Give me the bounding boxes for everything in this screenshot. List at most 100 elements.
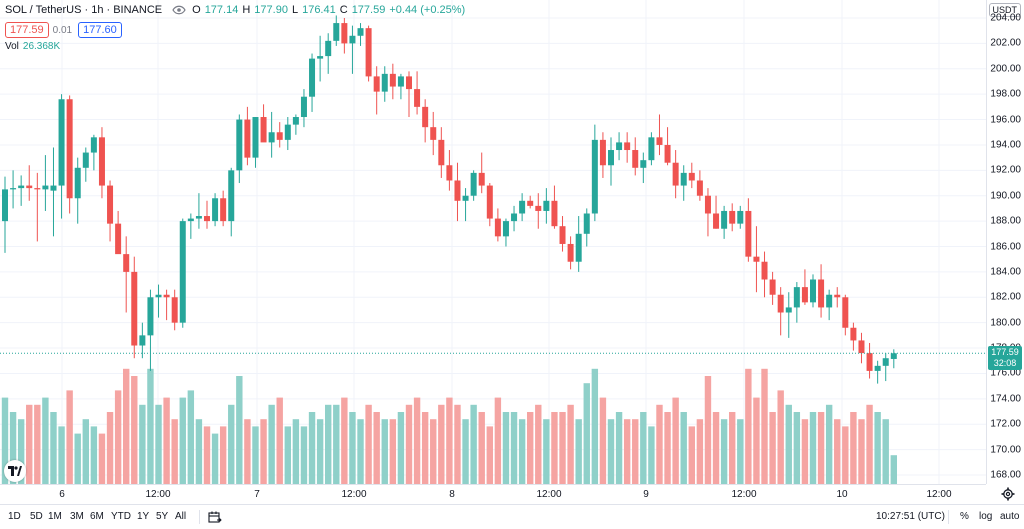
gear-icon[interactable] (1000, 486, 1016, 502)
range-button-1m[interactable]: 1M (48, 511, 62, 522)
candle-body (818, 279, 825, 308)
volume-bar (559, 412, 566, 484)
volume-bar (292, 419, 300, 484)
volume-bar (535, 404, 542, 484)
volume-bar (341, 397, 348, 484)
volume-bar (753, 397, 760, 484)
volume-bar (106, 412, 114, 484)
candle-body (389, 73, 396, 87)
candle-body (90, 137, 97, 153)
volume-bar (615, 412, 623, 484)
candle-body (26, 185, 33, 189)
candle-body (98, 137, 105, 186)
candle-body (123, 254, 130, 272)
log-toggle[interactable]: log (979, 511, 993, 522)
candle-body (171, 297, 178, 323)
candle-body (769, 279, 776, 295)
price-tick-label: 188.00 (990, 215, 1021, 227)
volume-bar (769, 412, 776, 484)
range-button-1d[interactable]: 1D (8, 511, 21, 522)
candle-body (858, 340, 865, 354)
volume-bar (260, 419, 267, 484)
price-tick-label: 190.00 (990, 190, 1021, 202)
price-tick-label: 200.00 (990, 63, 1021, 75)
eye-icon[interactable] (172, 5, 186, 15)
volume-bar (817, 412, 825, 484)
candle-body (543, 200, 550, 211)
utc-clock[interactable]: 10:27:51 (UTC) (876, 511, 945, 522)
price-tick-label: 174.00 (990, 393, 1021, 405)
candle-body (115, 223, 122, 255)
toolbar-divider (948, 510, 949, 524)
range-button-1y[interactable]: 1Y (137, 511, 150, 522)
volume-bar (502, 412, 510, 484)
candle-body (648, 137, 655, 161)
candle-body (462, 195, 469, 201)
volume-bar (357, 419, 364, 484)
tradingview-logo-icon[interactable] (4, 460, 26, 482)
range-button-5y[interactable]: 5Y (156, 511, 169, 522)
sell-price-button[interactable]: 177.59 (5, 22, 49, 38)
buy-price-button[interactable]: 177.60 (78, 22, 122, 38)
volume-bar (228, 404, 235, 484)
range-button-3m[interactable]: 3M (70, 511, 84, 522)
candle-body (220, 198, 227, 222)
candle-body (559, 226, 566, 244)
volume-bar (890, 455, 897, 484)
range-button-ytd[interactable]: YTD (111, 511, 131, 522)
candle-body (406, 76, 412, 90)
volume-bar (801, 419, 809, 484)
volume-bar (252, 426, 259, 484)
candle-body (357, 28, 364, 36)
volume-bar (648, 426, 655, 484)
volume-legend: Vol 26.368K (5, 41, 64, 52)
candle-body (713, 213, 720, 229)
candle-body (777, 294, 784, 313)
range-button-5d[interactable]: 5D (30, 511, 43, 522)
volume-bar (518, 419, 526, 484)
volume-bar (276, 397, 283, 484)
volume-bar (834, 419, 841, 484)
price-scale[interactable]: USDT 204.00 202.00 200.00 198.00 196.00 194.0… (986, 0, 1024, 484)
volume-bar (300, 426, 308, 484)
percent-toggle[interactable]: % (960, 511, 969, 522)
candle-body (42, 185, 49, 190)
time-tick-label: 12:00 (145, 489, 171, 500)
candle-body (430, 127, 437, 140)
volume-bar (454, 404, 461, 484)
candle-body (470, 172, 477, 196)
candle-body (18, 185, 25, 189)
range-button-all[interactable]: All (175, 511, 187, 522)
candle-body (204, 216, 210, 222)
volume-bar (527, 412, 534, 484)
candle-body (511, 213, 518, 222)
high-label: H (242, 4, 251, 16)
currency-button[interactable]: USDT (988, 3, 1021, 17)
time-tick-label: 12:00 (536, 489, 562, 500)
candle-body (317, 56, 324, 59)
price-tick-label: 176.00 (990, 367, 1021, 379)
volume-bar (316, 419, 324, 484)
candle-body (810, 279, 816, 303)
candle-body (583, 213, 590, 234)
candle-body (333, 23, 340, 41)
open-label: O (192, 4, 201, 16)
price-tick-label: 180.00 (990, 317, 1021, 329)
candlestick-chart[interactable] (0, 0, 986, 484)
trade-prices: 177.59 0.01 177.60 (5, 22, 126, 38)
volume-bar (50, 412, 57, 484)
price-tick-label: 192.00 (990, 164, 1021, 176)
volume-bar (510, 412, 518, 484)
volume-bar (333, 404, 340, 484)
auto-toggle[interactable]: auto (1000, 511, 1020, 522)
candle-body (801, 287, 808, 303)
time-axis[interactable]: 6 12:00 7 12:00 8 12:00 9 12:00 10 12:00 (0, 484, 986, 505)
volume-bar (219, 426, 227, 484)
go-to-date-icon[interactable] (208, 511, 222, 524)
price-tick-label: 204.00 (990, 12, 1021, 24)
candle-body (842, 297, 849, 328)
candle-body (260, 117, 267, 143)
range-button-6m[interactable]: 6M (90, 511, 104, 522)
